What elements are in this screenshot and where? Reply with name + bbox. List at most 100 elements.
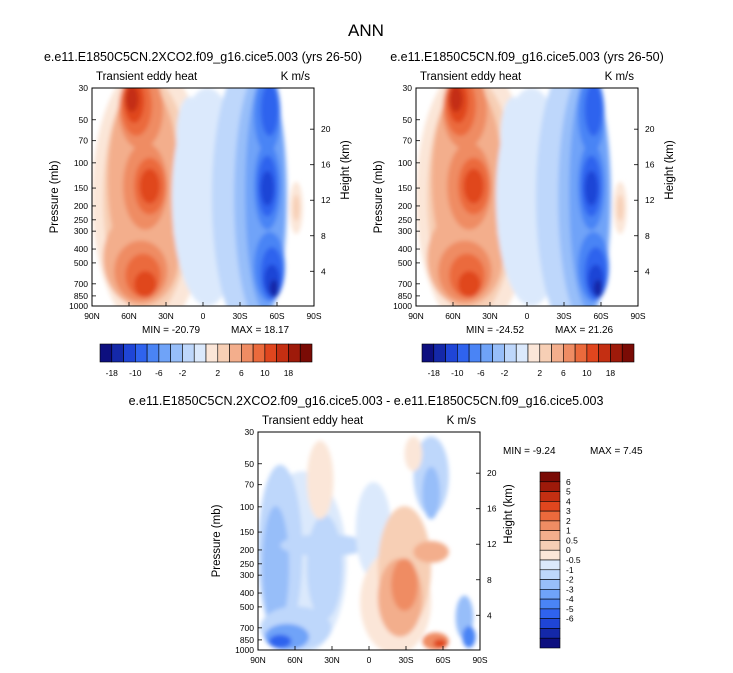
latitude-tick-label: 90S [472, 655, 487, 665]
contour-region [584, 170, 599, 206]
height-tick-label: 4 [321, 266, 326, 276]
pressure-tick-label: 700 [398, 279, 412, 289]
panel-1-ylabel-right: Height (km) [340, 140, 352, 200]
colorbar-swatch [146, 343, 160, 363]
pressure-tick-label: 400 [74, 244, 88, 254]
colorbar-label: 10 [260, 368, 270, 378]
latitude-tick-label: 60S [269, 311, 284, 321]
panel-1-units-label: K m/s [281, 71, 311, 83]
pressure-tick-label: 850 [398, 291, 412, 301]
colorbar-label: -5 [566, 604, 574, 614]
colorbar-swatch [586, 343, 599, 363]
latitude-tick-label: 0 [367, 655, 372, 665]
colorbar-swatch [276, 343, 289, 363]
pressure-tick-label: 200 [74, 201, 88, 211]
pressure-tick-label: 500 [398, 258, 412, 268]
colorbar-label: -2 [179, 368, 187, 378]
latitude-tick-label: 90S [630, 311, 645, 321]
latitude-tick-label: 0 [201, 311, 206, 321]
pressure-tick-label: 70 [403, 136, 413, 146]
latitude-tick-label: 90N [408, 311, 424, 321]
height-tick-label: 16 [487, 504, 497, 514]
colorbar-swatch [527, 343, 541, 363]
contour-region [292, 194, 300, 221]
contour-region [458, 271, 481, 298]
height-tick-label: 4 [487, 610, 492, 620]
contour-region [280, 534, 369, 557]
colorbar-label: 0.5 [566, 535, 578, 545]
colorbar-label: 0 [566, 545, 571, 555]
pressure-tick-label: 250 [240, 559, 254, 569]
pressure-tick-label: 500 [240, 602, 254, 612]
colorbar-swatch [457, 343, 470, 363]
pressure-tick-label: 850 [240, 635, 254, 645]
colorbar-swatch [539, 579, 561, 590]
panel-1-max-label: MAX = 18.17 [231, 325, 290, 336]
contour-region [391, 558, 418, 611]
panel-2-max-label: MAX = 21.26 [555, 325, 614, 336]
colorbar-label: 6 [239, 368, 244, 378]
contour-region [422, 466, 441, 520]
contour-region [125, 88, 139, 112]
colorbar-swatch [182, 343, 195, 363]
colorbar-swatch [299, 343, 313, 363]
pressure-tick-label: 400 [398, 244, 412, 254]
colorbar-label: 18 [284, 368, 294, 378]
pressure-tick-label: 300 [240, 570, 254, 580]
colorbar-label: -18 [428, 368, 441, 378]
colorbar-label: 2 [566, 516, 571, 526]
latitude-tick-label: 30S [232, 311, 247, 321]
colorbar-swatch [241, 343, 254, 363]
panel-1-variable-label: Transient eddy heat [96, 71, 198, 83]
height-tick-label: 20 [321, 124, 331, 134]
contour-region [262, 506, 290, 629]
colorbar-swatch [539, 598, 561, 610]
colorbar-swatch [99, 343, 113, 363]
latitude-tick-label: 60N [287, 655, 303, 665]
latitude-tick-label: 90N [250, 655, 266, 665]
height-tick-label: 8 [487, 575, 492, 585]
panel-2: e.e11.E1850C5CN.f09_g16.cice5.003 (yrs 2… [373, 50, 676, 378]
pressure-tick-label: 50 [403, 115, 413, 125]
colorbar-label: -1 [566, 565, 574, 575]
colorbar-label: -2 [501, 368, 509, 378]
colorbar-swatch [539, 559, 561, 571]
contour-region [462, 626, 476, 648]
colorbar-swatch [539, 491, 561, 502]
colorbar-swatch [539, 343, 552, 363]
colorbar-swatch [563, 343, 576, 363]
panel-2-min-label: MIN = -24.52 [466, 325, 525, 336]
contour-region [306, 440, 334, 520]
panel-3-contour-field [258, 436, 476, 650]
contour-region [269, 279, 279, 298]
pressure-tick-label: 200 [240, 545, 254, 555]
colorbar-swatch [217, 343, 230, 363]
panel-2-variable-label: Transient eddy heat [420, 71, 522, 83]
colorbar-label: 10 [582, 368, 592, 378]
contour-region [404, 436, 423, 472]
panel-1-height-axis: 20 16 12 8 4 [310, 124, 331, 276]
colorbar-swatch [135, 343, 148, 363]
colorbar-swatch [252, 343, 266, 363]
panel-3-subtitle: e.e11.E1850C5CN.2XCO2.f09_g16.cice5.003 … [129, 394, 604, 408]
colorbar-swatch [539, 569, 561, 580]
pressure-tick-label: 30 [245, 427, 255, 437]
contour-region [593, 279, 603, 298]
pressure-tick-label: 700 [74, 279, 88, 289]
colorbar-label: 1 [566, 526, 571, 536]
latitude-tick-label: 60S [435, 655, 450, 665]
pressure-tick-label: 300 [74, 226, 88, 236]
colorbar-swatch [170, 343, 183, 363]
colorbar-label: -3 [566, 584, 574, 594]
colorbar-swatch [539, 540, 561, 551]
contour-region [449, 88, 463, 112]
pressure-tick-label: 150 [74, 183, 88, 193]
latitude-tick-label: 60N [445, 311, 461, 321]
contour-region [616, 194, 624, 221]
pressure-tick-label: 70 [79, 136, 89, 146]
colorbar-label: 5 [566, 487, 571, 497]
panel-1-subtitle: e.e11.E1850C5CN.2XCO2.f09_g16.cice5.003 … [44, 50, 362, 64]
